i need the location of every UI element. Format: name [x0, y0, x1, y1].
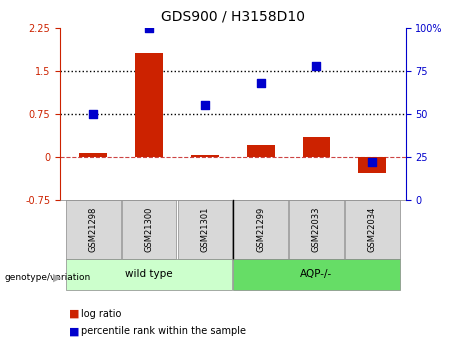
- Bar: [233, 200, 288, 259]
- Text: ▶: ▶: [53, 273, 61, 283]
- Point: [201, 102, 209, 108]
- Point: [368, 159, 376, 165]
- Text: AQP-/-: AQP-/-: [300, 269, 332, 279]
- Text: percentile rank within the sample: percentile rank within the sample: [81, 326, 246, 336]
- Text: GSM21298: GSM21298: [89, 207, 98, 252]
- Point: [313, 63, 320, 68]
- Point: [257, 80, 264, 86]
- Bar: [247, 146, 275, 157]
- Bar: [177, 200, 232, 259]
- Bar: [191, 155, 219, 157]
- Bar: [289, 200, 344, 259]
- Bar: [345, 200, 400, 259]
- Text: wild type: wild type: [125, 269, 173, 279]
- Text: ■: ■: [69, 326, 80, 336]
- Bar: [66, 259, 232, 290]
- Text: log ratio: log ratio: [81, 309, 121, 319]
- Title: GDS900 / H3158D10: GDS900 / H3158D10: [161, 10, 305, 24]
- Point: [90, 111, 97, 117]
- Bar: [302, 137, 331, 157]
- Text: GSM22034: GSM22034: [368, 207, 377, 252]
- Text: GSM22033: GSM22033: [312, 207, 321, 252]
- Text: genotype/variation: genotype/variation: [5, 273, 91, 282]
- Text: ■: ■: [69, 309, 80, 319]
- Bar: [358, 157, 386, 173]
- Bar: [79, 153, 107, 157]
- Text: GSM21301: GSM21301: [201, 207, 209, 252]
- Bar: [233, 259, 400, 290]
- Text: GSM21300: GSM21300: [145, 207, 154, 252]
- Bar: [135, 53, 163, 157]
- Bar: [122, 200, 177, 259]
- Bar: [66, 200, 121, 259]
- Text: GSM21299: GSM21299: [256, 207, 265, 252]
- Point: [146, 25, 153, 30]
